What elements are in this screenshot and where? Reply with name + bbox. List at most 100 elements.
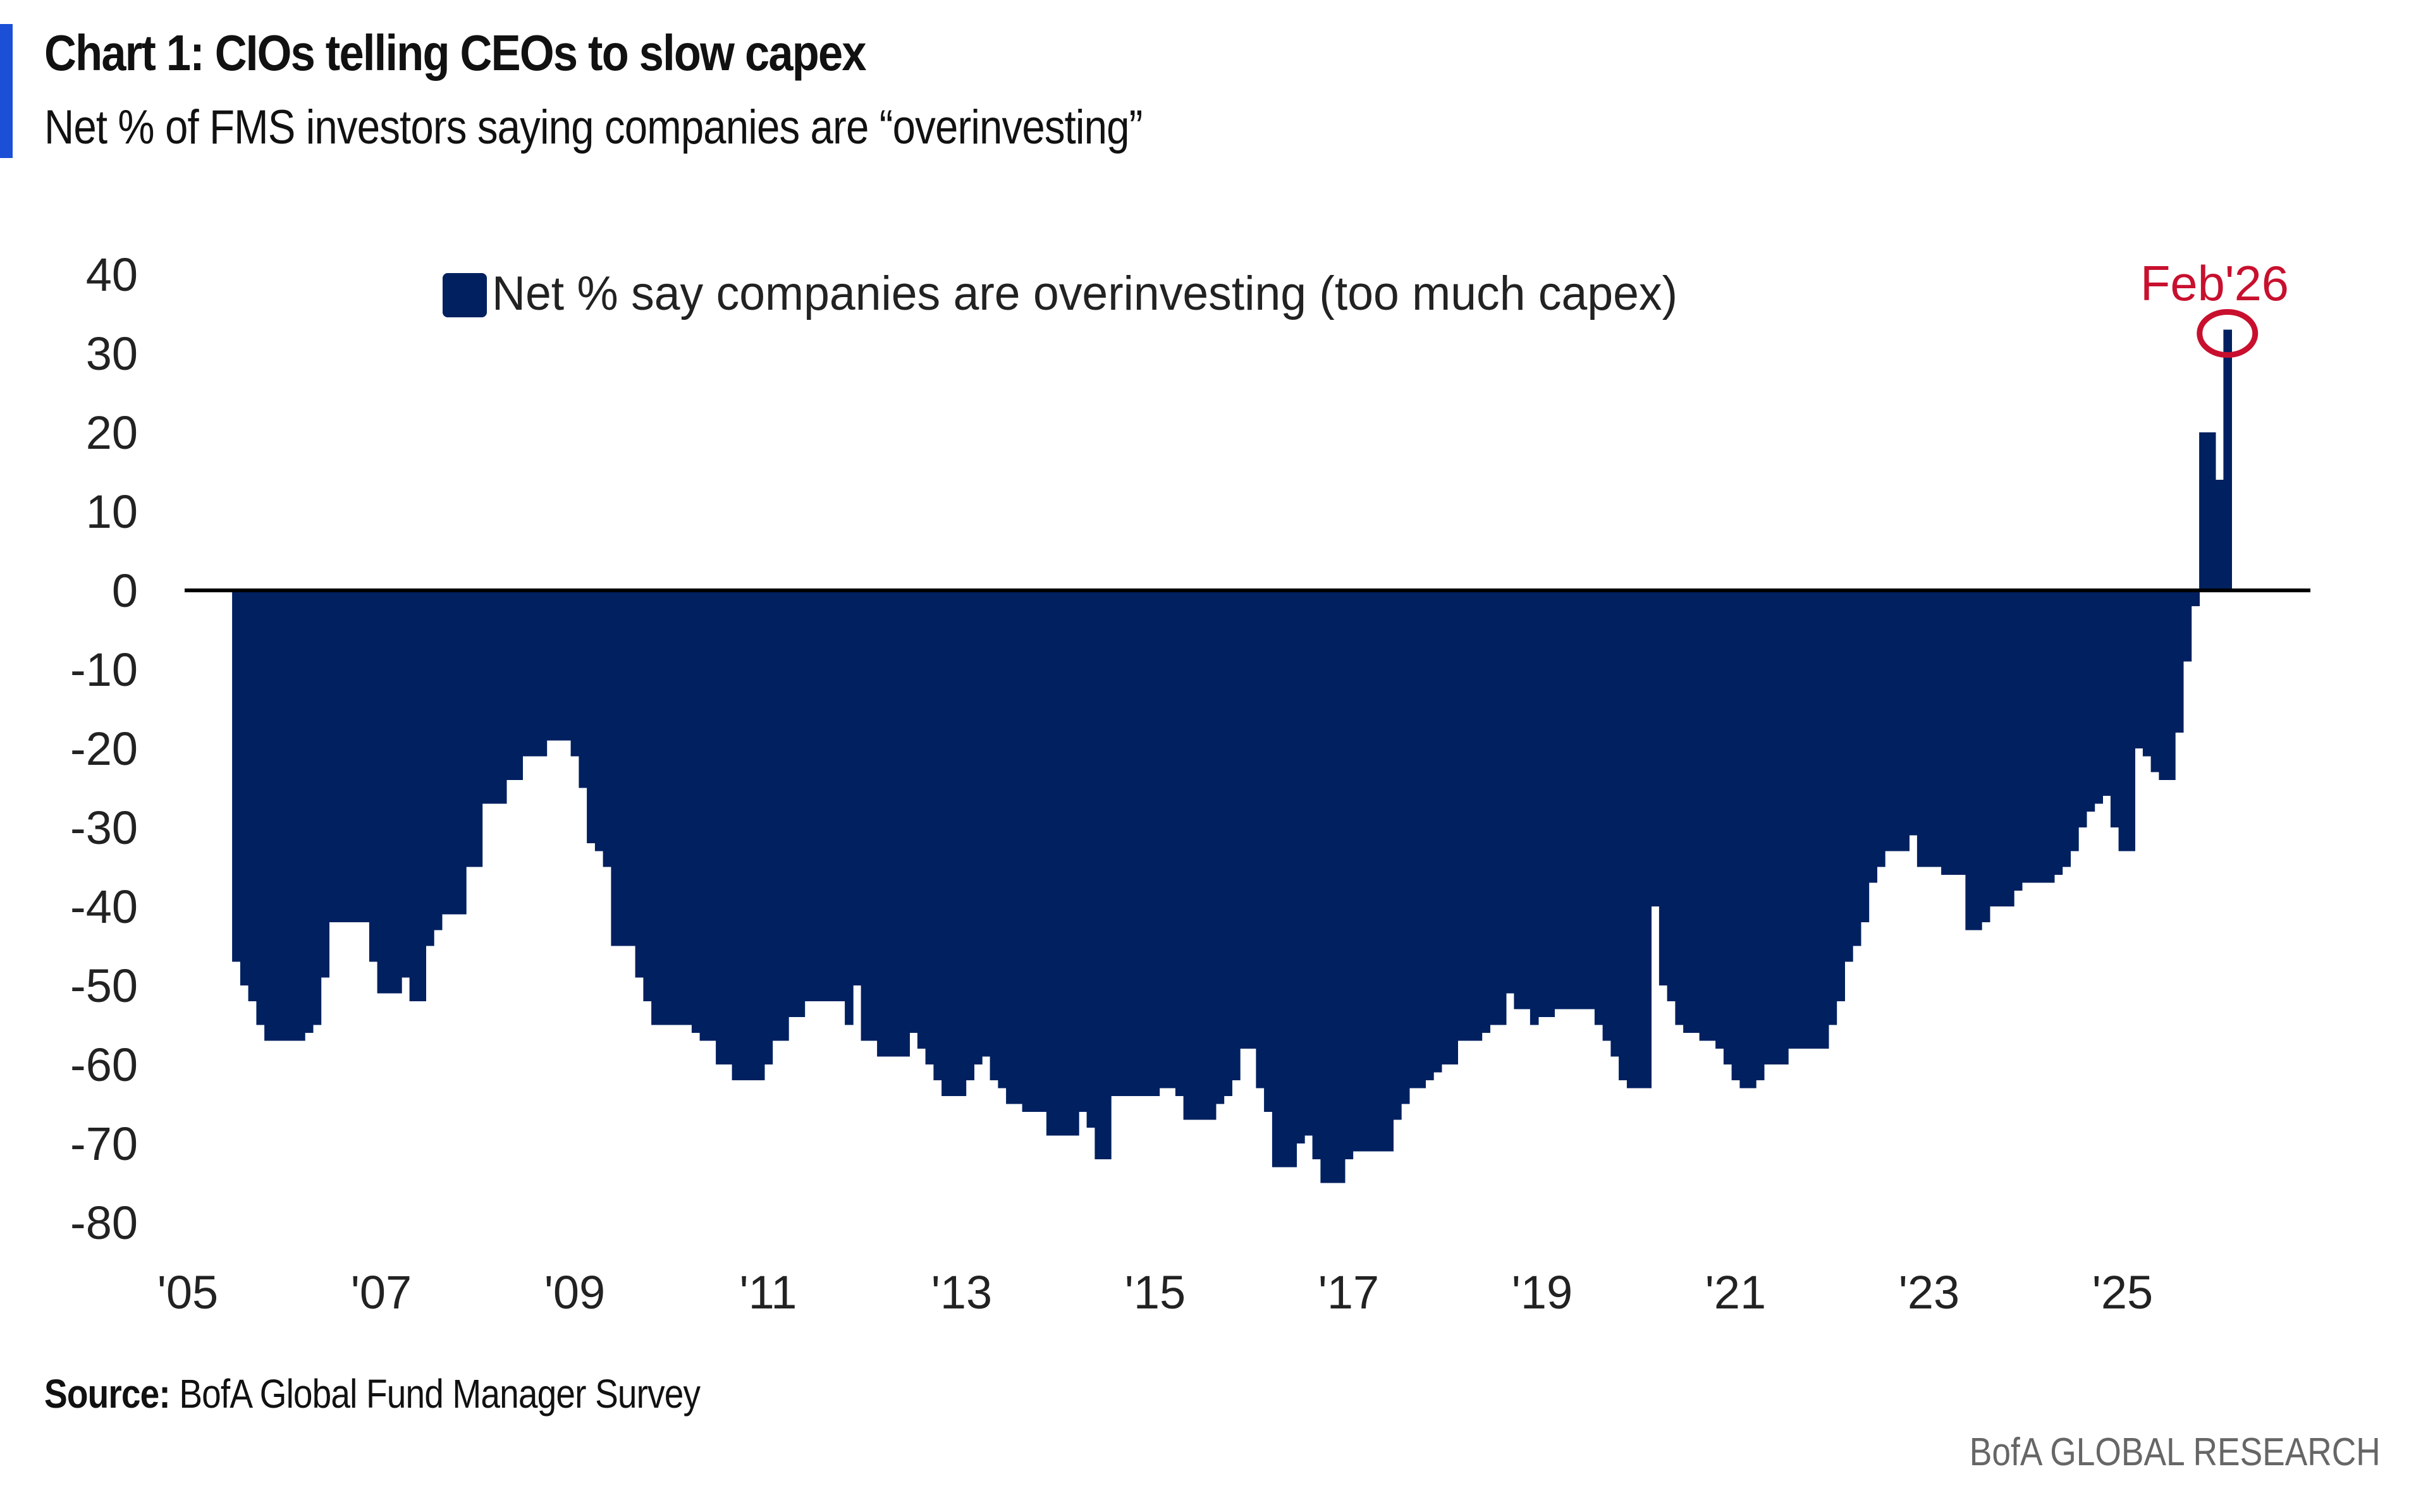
bar-2007-08 [433, 590, 443, 930]
bar-2022-06 [1868, 590, 1877, 883]
bar-2011-11 [845, 590, 854, 1025]
bar-2023-11 [2006, 590, 2014, 906]
bar-2016-02 [1256, 590, 1265, 1088]
bar-2007-07 [426, 590, 434, 946]
bar-2008-02 [482, 590, 491, 804]
bar-2021-02 [1739, 590, 1748, 1088]
bar-2006-12 [369, 590, 378, 962]
title-accent-bar [0, 24, 13, 158]
bar-2022-02 [1836, 590, 1845, 1001]
bar-2020-09 [1699, 590, 1708, 1041]
bar-2015-12 [1239, 590, 1249, 1049]
bar-2023-07 [1973, 590, 1982, 930]
bar-2017-06 [1385, 590, 1394, 1152]
bar-2010-11 [748, 590, 757, 1080]
bar-2023-08 [1981, 590, 1990, 922]
bar-2007-01 [377, 590, 386, 994]
bar-2024-03 [2038, 590, 2047, 883]
chart-title: Chart 1: CIOs telling CEOs to slow capex [44, 25, 867, 81]
bar-2019-08 [1594, 590, 1603, 1025]
bar-2010-09 [732, 590, 741, 1080]
bar-2005-08 [240, 590, 249, 985]
bar-2022-04 [1852, 590, 1861, 946]
bar-2018-10 [1514, 590, 1523, 1009]
bar-2019-11 [1619, 590, 1628, 1080]
bar-2021-04 [1755, 590, 1765, 1080]
bar-2008-09 [538, 590, 548, 757]
bar-2017-08 [1401, 590, 1410, 1104]
y-tick-label: 10 [86, 485, 138, 538]
y-tick-label: -50 [70, 960, 138, 1012]
bar-2009-07 [619, 590, 628, 946]
bar-2015-02 [1159, 590, 1168, 1088]
bar-2022-01 [1828, 590, 1837, 1025]
bar-2016-05 [1280, 590, 1289, 1168]
bar-2016-07 [1296, 590, 1305, 1143]
bar-2013-05 [990, 590, 999, 1080]
bar-2019-09 [1602, 590, 1612, 1041]
bar-2010-12 [756, 590, 765, 1080]
bar-2008-05 [506, 590, 515, 780]
bar-2018-09 [1505, 590, 1515, 994]
bar-2013-11 [1038, 590, 1047, 1112]
x-tick-label: '19 [1512, 1266, 1573, 1319]
bar-2007-12 [465, 590, 475, 867]
bar-2017-10 [1417, 590, 1426, 1088]
bar-2021-11 [1812, 590, 1821, 1049]
bar-2020-03 [1651, 590, 1660, 906]
bar-2024-10 [2094, 590, 2103, 804]
x-tick-label: '07 [351, 1266, 412, 1319]
bar-2009-12 [659, 590, 668, 1025]
bar-2008-03 [490, 590, 499, 804]
bar-2020-02 [1643, 590, 1652, 1088]
bar-2022-05 [1860, 590, 1870, 922]
bar-2006-11 [361, 590, 370, 922]
y-tick-label: -20 [70, 722, 138, 775]
bar-2017-05 [1376, 590, 1386, 1152]
bar-2016-01 [1248, 590, 1257, 1049]
bar-2026-01 [2215, 480, 2224, 590]
bar-2023-04 [1949, 590, 1958, 875]
bar-2025-09 [2183, 590, 2192, 662]
bar-2009-09 [635, 590, 644, 978]
bar-2011-03 [780, 590, 789, 1041]
bar-2023-03 [1941, 590, 1950, 875]
bar-2007-04 [401, 590, 410, 978]
bar-2014-12 [1143, 590, 1152, 1096]
x-tick-label: '25 [2092, 1266, 2153, 1319]
bar-2025-08 [2174, 590, 2184, 733]
bar-2013-08 [1014, 590, 1023, 1104]
bar-2011-05 [796, 590, 806, 1017]
bar-2025-05 [2150, 590, 2160, 772]
x-tick-label: '13 [931, 1266, 992, 1319]
bar-2023-06 [1965, 590, 1974, 930]
bar-2008-01 [474, 590, 483, 867]
bar-2006-08 [336, 590, 346, 922]
bar-2024-09 [2086, 590, 2095, 812]
bar-2010-04 [691, 590, 701, 1033]
bar-2009-05 [603, 590, 612, 867]
source-text: BofA Global Fund Manager Survey [169, 1371, 701, 1417]
bar-2018-07 [1490, 590, 1499, 1025]
bar-2006-09 [345, 590, 354, 922]
bar-2010-08 [723, 590, 733, 1064]
bar-2015-11 [1232, 590, 1241, 1080]
bar-2017-02 [1352, 590, 1361, 1152]
bar-2020-11 [1715, 590, 1724, 1049]
bar-2013-03 [974, 590, 983, 1064]
bar-2019-05 [1570, 590, 1579, 1009]
bar-2014-11 [1135, 590, 1144, 1096]
bar-2006-01 [280, 590, 290, 1041]
bar-2008-08 [530, 590, 539, 757]
bar-2017-03 [1361, 590, 1370, 1152]
bar-2015-06 [1191, 590, 1200, 1120]
bar-2009-04 [594, 590, 604, 851]
bar-2023-01 [1925, 590, 1934, 867]
source-note: Source: BofA Global Fund Manager Survey [44, 1370, 701, 1417]
bar-2016-12 [1336, 590, 1346, 1183]
series-bars [232, 329, 2232, 1183]
bar-2005-11 [264, 590, 273, 1041]
bar-2008-12 [562, 590, 572, 741]
y-tick-label: 0 [112, 564, 138, 617]
